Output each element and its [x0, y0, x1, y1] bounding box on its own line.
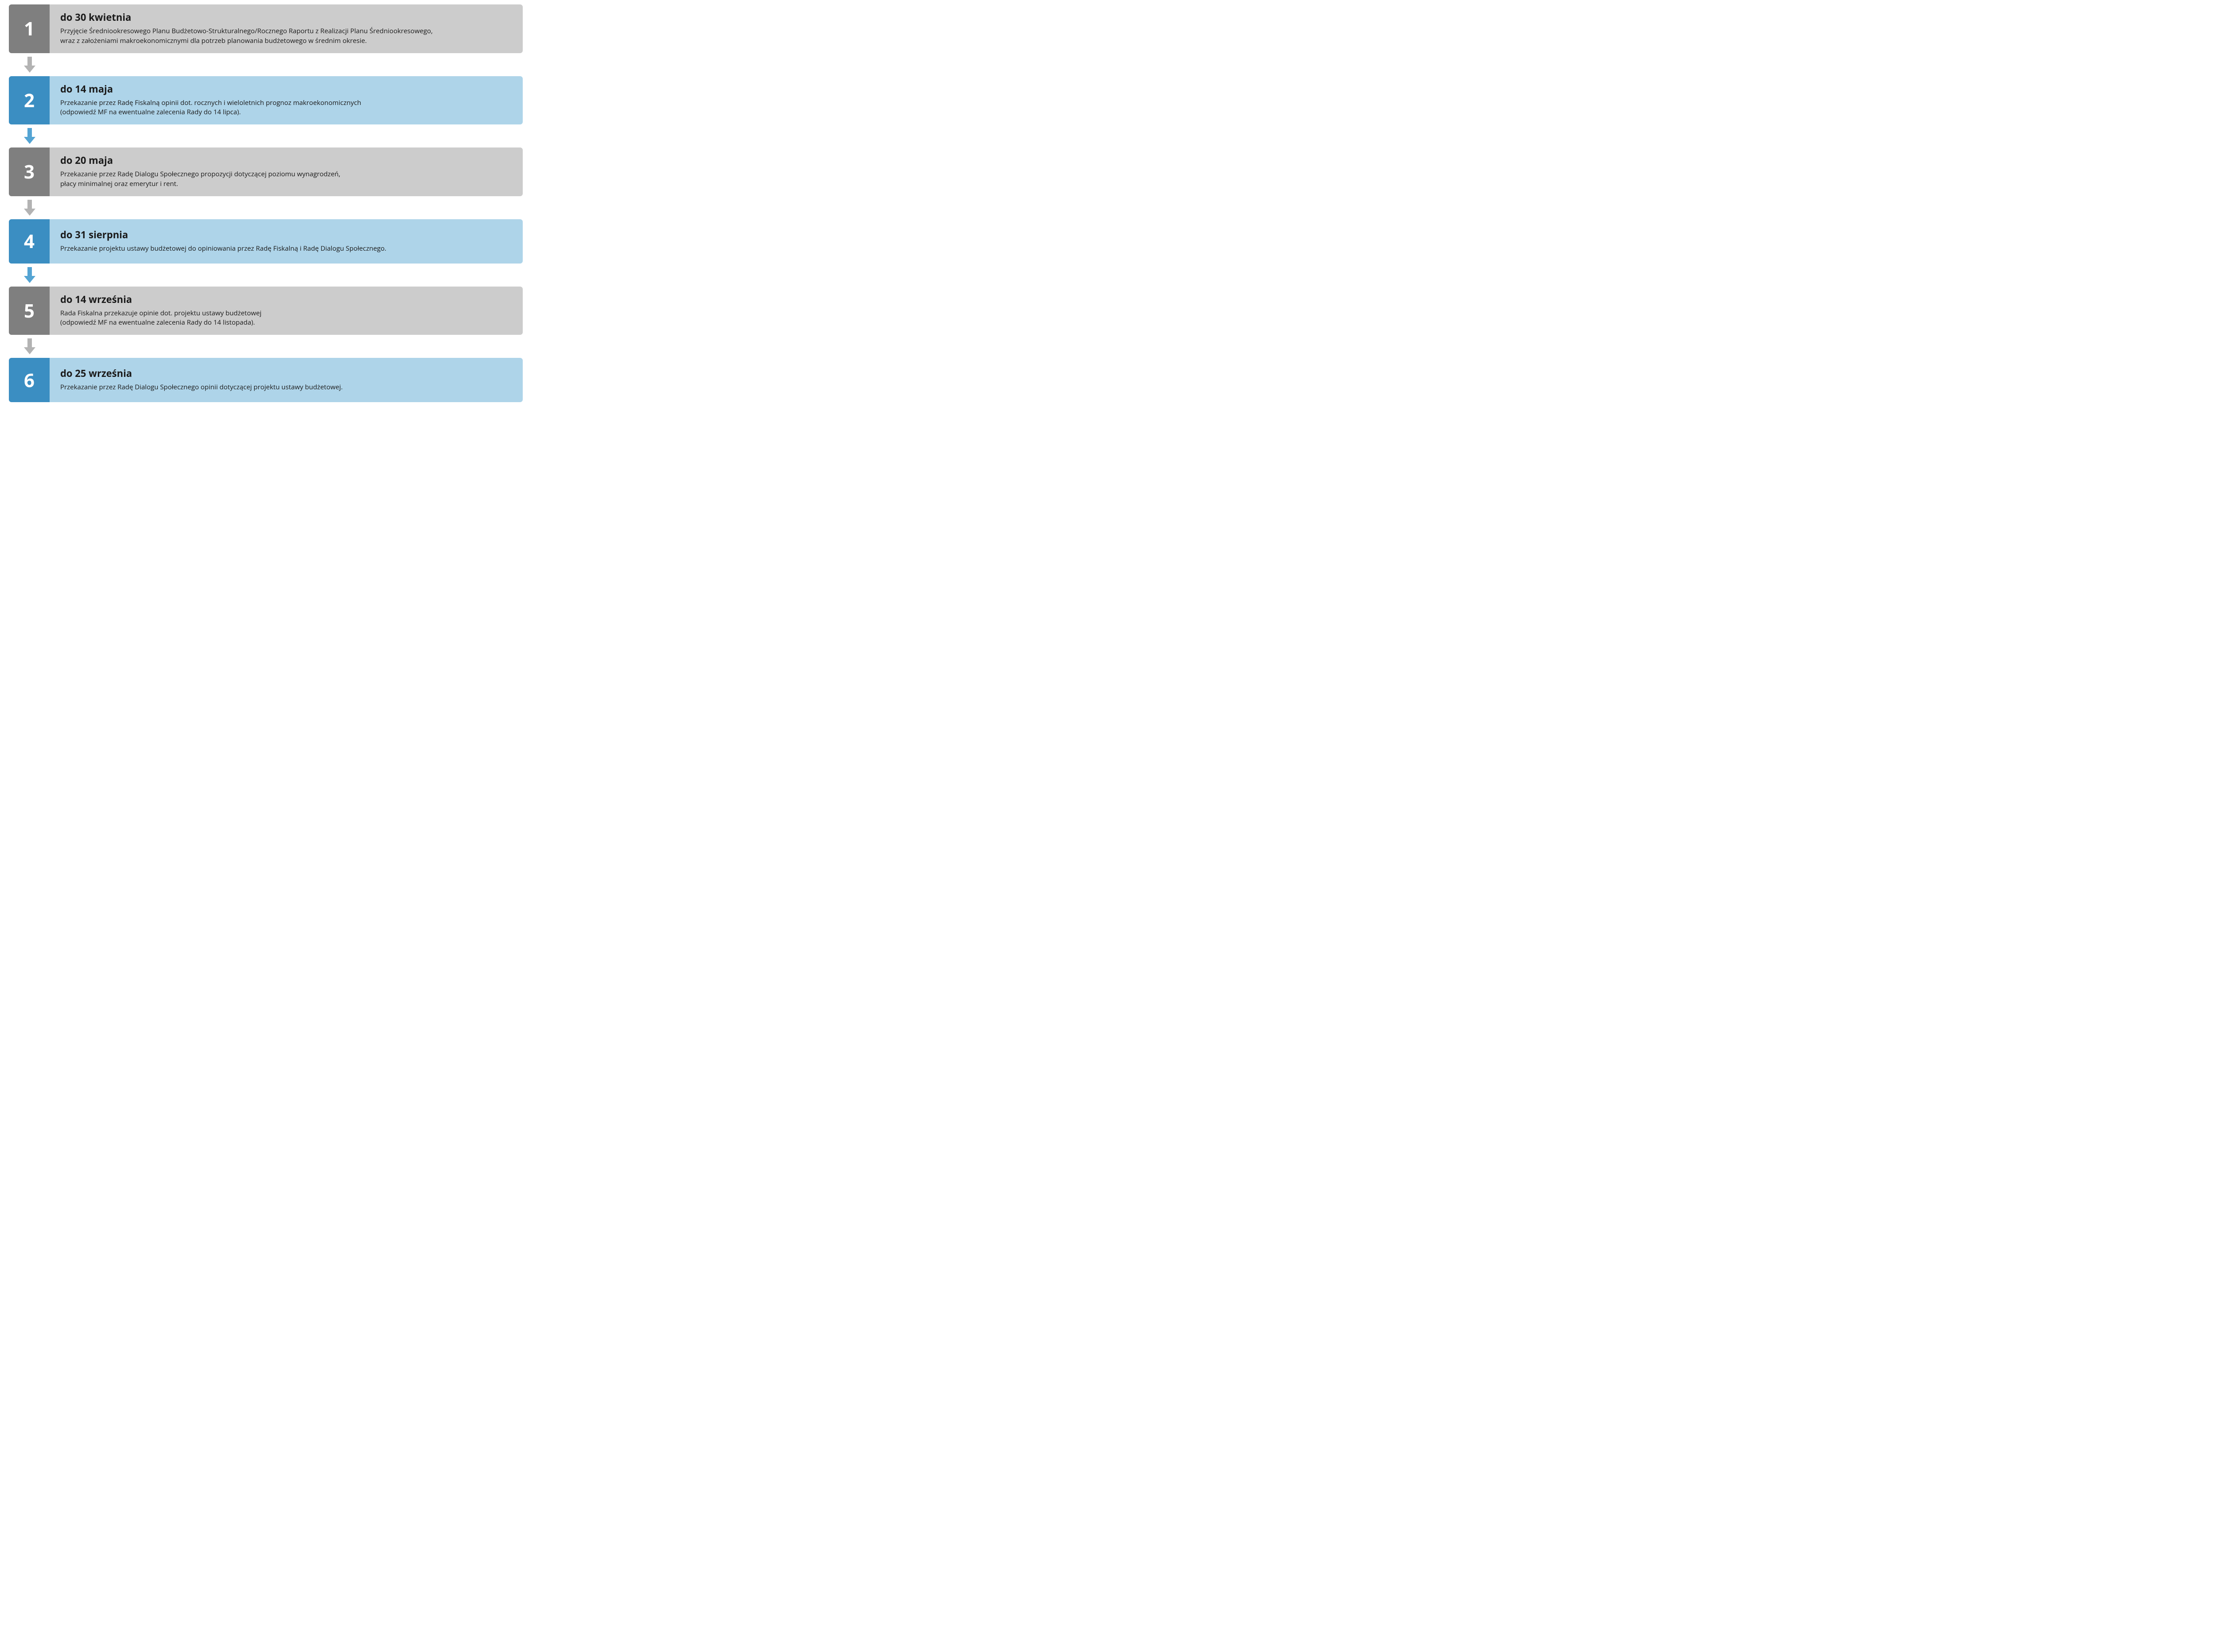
step-4: 4 do 31 sierpnia Przekazanie projektu usta… [9, 219, 523, 264]
arrow-slot [9, 124, 523, 147]
step-2: 2 do 14 maja Przekazanie przez Radę Fiskal… [9, 76, 523, 125]
step-body: do 14 maja Przekazanie przez Radę Fiskaln… [50, 76, 523, 125]
step-body: do 30 kwietnia Przyjęcie Średniookresoweg… [50, 4, 523, 53]
arrow-slot [9, 264, 523, 287]
step-number: 6 [9, 358, 50, 402]
arrow-down-icon [23, 266, 36, 284]
step-title: do 14 maja [60, 82, 512, 96]
step-number: 1 [9, 4, 50, 53]
step-6: 6 do 25 września Przekazanie przez Radę Di… [9, 358, 523, 402]
step-title: do 14 września [60, 293, 512, 306]
step-description: Przekazanie projektu ustawy budżetowej d… [60, 244, 512, 254]
arrow-slot [9, 53, 523, 76]
step-description: Przekazanie przez Radę Dialogu Społeczne… [60, 170, 512, 189]
step-number: 5 [9, 287, 50, 335]
step-description: Rada Fiskalna przekazuje opinie dot. pro… [60, 309, 512, 328]
arrow-down-icon [23, 56, 36, 74]
step-title: do 30 kwietnia [60, 11, 512, 24]
step-description: Przyjęcie Średniookresowego Planu Budżet… [60, 27, 512, 46]
step-body: do 25 września Przekazanie przez Radę Dia… [50, 358, 523, 402]
step-number: 4 [9, 219, 50, 264]
step-body: do 31 sierpnia Przekazanie projektu ustaw… [50, 219, 523, 264]
step-body: do 14 września Rada Fiskalna przekazuje o… [50, 287, 523, 335]
arrow-down-icon [23, 199, 36, 217]
step-1: 1 do 30 kwietnia Przyjęcie Średniookresowe… [9, 4, 523, 53]
arrow-down-icon [23, 337, 36, 355]
step-description: Przekazanie przez Radę Dialogu Społeczne… [60, 383, 512, 392]
step-description: Przekazanie przez Radę Fiskalną opinii d… [60, 98, 512, 118]
step-3: 3 do 20 maja Przekazanie przez Radę Dialog… [9, 147, 523, 196]
step-number: 2 [9, 76, 50, 125]
step-title: do 31 sierpnia [60, 228, 512, 241]
step-title: do 25 września [60, 367, 512, 380]
step-number: 3 [9, 147, 50, 196]
timeline: 1 do 30 kwietnia Przyjęcie Średniookresowe… [0, 0, 532, 411]
arrow-down-icon [23, 127, 36, 145]
arrow-slot [9, 196, 523, 219]
step-5: 5 do 14 września Rada Fiskalna przekazuje … [9, 287, 523, 335]
step-title: do 20 maja [60, 154, 512, 167]
arrow-slot [9, 335, 523, 358]
step-body: do 20 maja Przekazanie przez Radę Dialogu… [50, 147, 523, 196]
